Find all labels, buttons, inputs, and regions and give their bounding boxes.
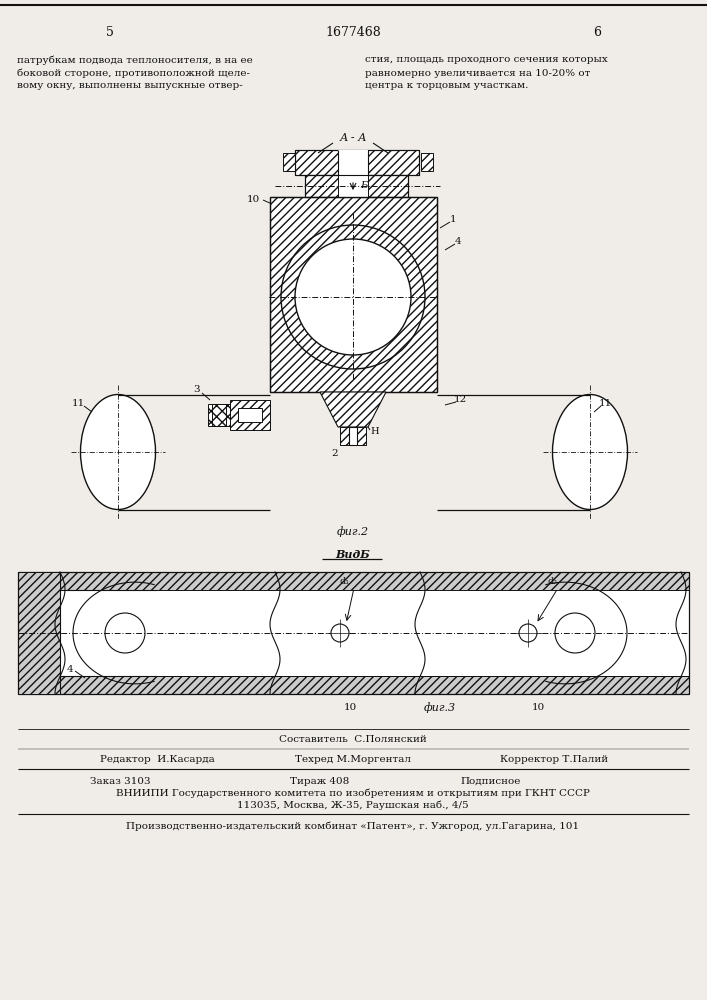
Ellipse shape — [552, 394, 628, 510]
Text: H: H — [370, 428, 380, 436]
Text: Производственно-издательский комбинат «Патент», г. Ужгород, ул.Гагарина, 101: Производственно-издательский комбинат «П… — [127, 821, 580, 831]
Text: 12: 12 — [453, 395, 467, 404]
Text: d₁: d₁ — [340, 578, 350, 586]
Text: вому окну, выполнены выпускные отвер-: вому окну, выполнены выпускные отвер- — [17, 82, 243, 91]
Text: Техред М.Моргентал: Техред М.Моргентал — [295, 754, 411, 764]
Text: А - А: А - А — [339, 133, 367, 143]
Bar — [18, 572, 60, 694]
Text: 11: 11 — [598, 398, 612, 408]
Bar — [238, 408, 262, 422]
Text: 3: 3 — [194, 385, 200, 394]
Text: фиг.2: фиг.2 — [337, 527, 369, 537]
Text: стия, площадь проходного сечения которых: стия, площадь проходного сечения которых — [365, 55, 608, 64]
Bar — [18, 572, 689, 694]
Text: Тираж 408: Тираж 408 — [290, 776, 349, 786]
Text: 10: 10 — [344, 704, 356, 712]
Circle shape — [331, 624, 349, 642]
Text: 4: 4 — [455, 237, 461, 246]
Circle shape — [295, 239, 411, 355]
Text: равномерно увеличивается на 10-20% от: равномерно увеличивается на 10-20% от — [365, 68, 590, 78]
Bar — [18, 676, 689, 694]
Bar — [60, 590, 689, 676]
Ellipse shape — [81, 394, 156, 510]
Text: ВНИИПИ Государственного комитета по изобретениям и открытиям при ГКНТ СССР: ВНИИПИ Государственного комитета по изоб… — [116, 788, 590, 798]
Text: 1: 1 — [450, 216, 456, 225]
Bar — [230, 400, 270, 430]
Text: 2: 2 — [332, 448, 339, 458]
Bar — [212, 404, 226, 426]
Text: 10: 10 — [247, 196, 260, 205]
Text: патрубкам подвода теплоносителя, в на ее: патрубкам подвода теплоносителя, в на ее — [17, 55, 252, 65]
Text: 4: 4 — [66, 664, 74, 674]
Text: Корректор Т.Палий: Корректор Т.Палий — [500, 754, 608, 764]
Bar — [283, 153, 295, 171]
Bar — [305, 175, 408, 197]
Bar — [421, 153, 433, 171]
Text: центра к торцовым участкам.: центра к торцовым участкам. — [365, 82, 528, 91]
Text: ВидБ: ВидБ — [336, 548, 370, 560]
Text: фиг.3: фиг.3 — [424, 703, 456, 713]
Text: Заказ 3103: Заказ 3103 — [90, 776, 151, 786]
Bar — [208, 404, 230, 426]
Text: Подписное: Подписное — [460, 776, 520, 786]
Text: Редактор  И.Касарда: Редактор И.Касарда — [100, 754, 215, 764]
Text: 1677468: 1677468 — [325, 25, 381, 38]
Circle shape — [519, 624, 537, 642]
Text: 6: 6 — [593, 25, 601, 38]
Bar — [295, 150, 419, 175]
Circle shape — [281, 225, 425, 369]
Text: боковой стороне, противоположной щеле-: боковой стороне, противоположной щеле- — [17, 68, 250, 78]
Bar — [349, 427, 357, 445]
Text: 11: 11 — [71, 398, 85, 408]
Circle shape — [555, 613, 595, 653]
Text: Б: Б — [360, 182, 368, 190]
Bar — [270, 197, 437, 392]
Text: 10: 10 — [532, 704, 544, 712]
Text: Составитель  С.Полянский: Составитель С.Полянский — [279, 734, 427, 744]
Bar — [18, 572, 689, 590]
Bar — [338, 150, 368, 175]
Text: 5: 5 — [106, 25, 114, 38]
Bar — [340, 427, 366, 445]
Polygon shape — [320, 392, 386, 427]
Text: d₂: d₂ — [548, 578, 558, 586]
Circle shape — [105, 613, 145, 653]
Text: 113035, Москва, Ж-35, Раушская наб., 4/5: 113035, Москва, Ж-35, Раушская наб., 4/5 — [237, 800, 469, 810]
Bar — [338, 175, 368, 197]
